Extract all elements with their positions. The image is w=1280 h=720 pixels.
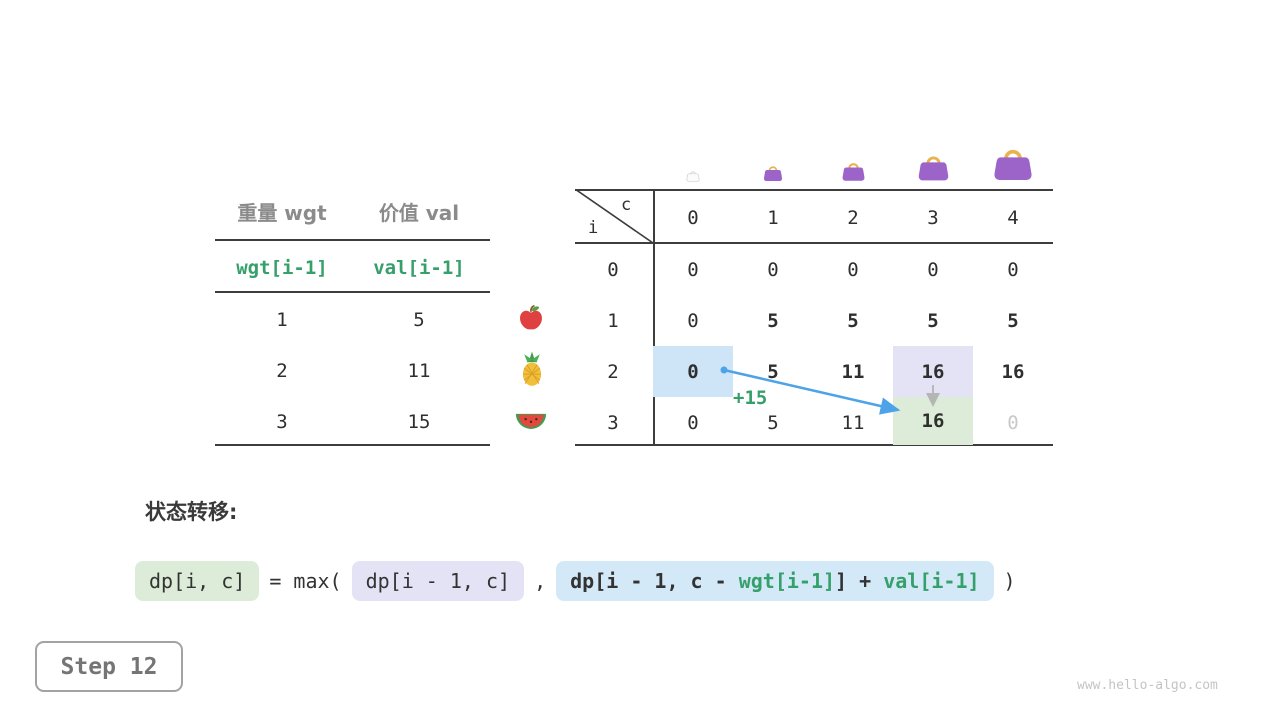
pineapple-icon	[519, 350, 545, 388]
left-table-cell: 2	[276, 360, 288, 382]
dp-corner-row-var: i	[588, 218, 599, 238]
left-table-formula-val: val[i-1]	[373, 257, 465, 279]
bag-icon-4	[992, 143, 1034, 182]
dp-cell-3-4: 0	[1007, 411, 1019, 434]
dp-table-rule-bottom	[575, 444, 1053, 446]
dp-cell-1-0: 0	[687, 309, 699, 332]
formula-arg2-prefix: dp[i - 1, c -	[570, 569, 739, 593]
bag-icon-2	[841, 159, 866, 182]
watermelon-icon	[515, 410, 547, 431]
formula-operator: = max(	[269, 569, 342, 593]
apple-icon	[517, 303, 545, 332]
left-table-cell: 5	[413, 309, 425, 331]
dp-corner-col-var: c	[621, 195, 632, 215]
left-table-cell: 11	[407, 360, 431, 382]
left-table-header-weight: 重量 wgt	[237, 200, 327, 225]
formula-arg2-wgt: wgt[i-1]	[738, 569, 836, 593]
dp-cell-3-0: 0	[687, 411, 699, 434]
dp-cell-3-1: 5	[767, 411, 779, 434]
left-table-cell: 1	[276, 309, 288, 331]
dp-corner-diagonal	[575, 189, 653, 243]
left-table-cell: 3	[276, 411, 288, 433]
formula-arg2-val: val[i-1]	[883, 569, 980, 593]
left-table-cell: 15	[407, 411, 431, 433]
add-value-label: +15	[733, 387, 768, 409]
dp-cell-1-3: 5	[927, 309, 939, 332]
dp-col-header-2: 2	[847, 207, 859, 229]
left-table-rule-mid	[215, 291, 490, 293]
dp-row-header-0: 0	[607, 258, 619, 281]
formula-separator: ,	[534, 569, 547, 593]
step-badge: Step 12	[35, 641, 183, 692]
bag-icon-3	[917, 151, 950, 182]
formula-arg1: dp[i - 1, c]	[351, 561, 525, 601]
state-transition-formula: dp[i, c] = max( dp[i - 1, c] , dp[i - 1,…	[135, 556, 1016, 606]
dp-row-header-1: 1	[607, 309, 619, 332]
dp-row-header-3: 3	[607, 411, 619, 434]
dp-table-rule-header	[575, 242, 1053, 244]
formula-lhs: dp[i, c]	[135, 561, 260, 601]
dp-cell-3-3-current: 16	[893, 397, 973, 445]
formula-arg2: dp[i - 1, c - wgt[i-1]] + val[i-1]	[556, 561, 994, 601]
dp-row-header-2: 2	[607, 360, 619, 383]
dp-cell-0-1: 0	[767, 258, 779, 281]
dp-cell-0-4: 0	[1007, 258, 1019, 281]
dp-col-header-1: 1	[767, 207, 779, 229]
dp-cell-2-4: 16	[1001, 360, 1025, 383]
dp-cell-0-3: 0	[927, 258, 939, 281]
left-table-header-value: 价值 val	[378, 200, 460, 225]
dp-cell-0-0: 0	[687, 258, 699, 281]
dp-col-header-0: 0	[687, 207, 699, 229]
dp-col-header-3: 3	[927, 207, 939, 229]
state-transition-label: 状态转移:	[145, 500, 238, 524]
dp-cell-2-2: 11	[841, 360, 865, 383]
dp-cell-2-3-source: 16	[893, 346, 973, 397]
left-table-rule-top	[215, 239, 490, 241]
dp-cell-3-2: 11	[841, 411, 865, 434]
formula-closing: )	[1003, 569, 1016, 593]
dp-cell-0-2: 0	[847, 258, 859, 281]
left-table-rule-bottom	[215, 444, 490, 446]
left-table-formula-wgt: wgt[i-1]	[236, 257, 328, 279]
dp-cell-1-1: 5	[767, 309, 779, 332]
dp-cell-1-2: 5	[847, 309, 859, 332]
dp-col-header-4: 4	[1007, 207, 1019, 229]
formula-arg2-mid: ] +	[835, 569, 884, 593]
dp-cell-2-0-source: 0	[653, 346, 733, 397]
bag-icon-1	[763, 163, 783, 182]
dp-table-rule-top	[575, 189, 1053, 191]
watermark: www.hello-algo.com	[1077, 678, 1218, 693]
bag-icon-0	[686, 169, 700, 182]
dp-cell-1-4: 5	[1007, 309, 1019, 332]
dp-table-rule-vertical	[653, 189, 655, 446]
